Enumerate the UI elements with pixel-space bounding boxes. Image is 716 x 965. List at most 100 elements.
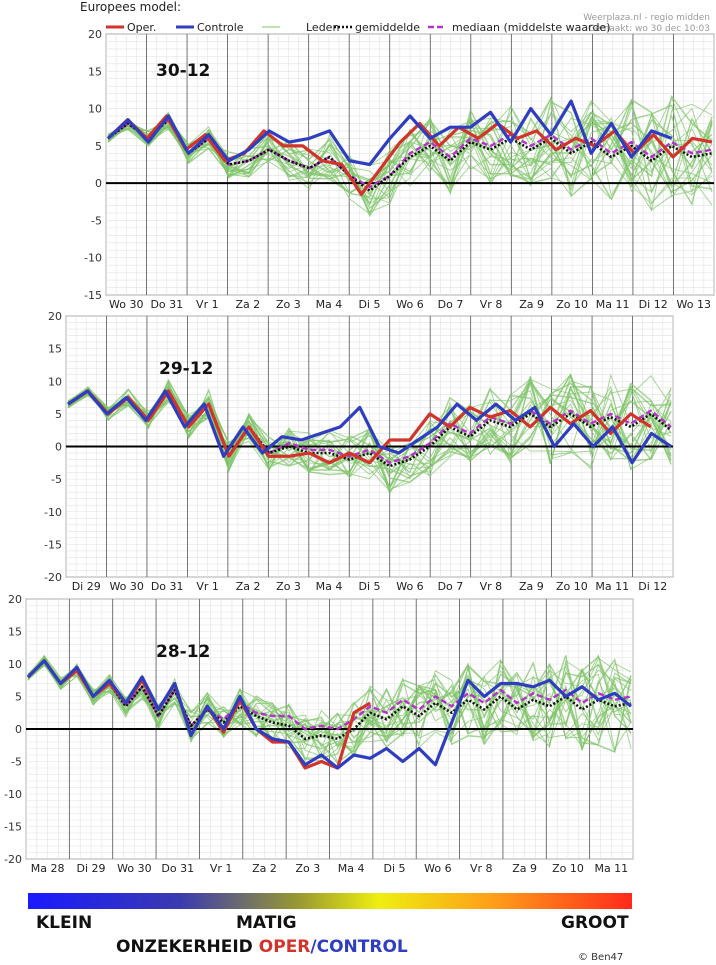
caption-oper: OPER: [259, 937, 311, 957]
y-tick-label: 5: [15, 691, 22, 704]
chart-panels: 20 15 10 5 0 -5 -10 -15 Wo 30 Do 31 Vr 1 Za 2 Zo 3 Ma…: [4, 28, 715, 875]
x-tick-label: Ma 4: [316, 298, 343, 311]
x-tick-label: Ma 4: [338, 862, 365, 875]
scale-label-groot: GROOT: [561, 913, 629, 933]
x-tick-label: Zo 3: [276, 298, 301, 311]
y-tick-label: -15: [44, 538, 62, 551]
x-tick-label: Zo 3: [276, 580, 301, 593]
x-tick-label: Do 7: [438, 580, 464, 593]
run-label: 28-12: [156, 642, 210, 662]
x-tick-label: Wo 30: [117, 862, 151, 875]
legend-label-mean: gemiddelde: [355, 21, 420, 34]
mean-line: [67, 389, 672, 468]
member-line: [27, 655, 632, 764]
member-line: [67, 378, 672, 496]
member-line: [27, 659, 632, 748]
x-tick-label: Zo 3: [295, 862, 320, 875]
x-tick-label: Di 5: [358, 298, 380, 311]
y-tick-label: 20: [8, 593, 22, 606]
x-tick-label: Di 5: [384, 862, 406, 875]
member-line: [107, 105, 713, 200]
x-tick-label: Vr 8: [470, 862, 493, 875]
member-line: [67, 381, 672, 472]
legend-label-median: mediaan (middelste waarde): [452, 21, 610, 34]
x-tick-label: Wo 30: [109, 298, 143, 311]
x-tick-label: Ma 11: [595, 580, 629, 593]
x-tick-label: Vr 1: [196, 580, 219, 593]
x-tick-label: Za 9: [512, 862, 537, 875]
x-tick-label: Do 31: [161, 862, 194, 875]
x-tick-label: Ma 11: [594, 862, 628, 875]
caption-control: CONTROL: [317, 937, 408, 957]
x-tick-label: Di 12: [638, 580, 667, 593]
x-tick-label: Do 31: [151, 580, 184, 593]
x-tick-label: Do 31: [150, 298, 183, 311]
y-tick-label: -15: [84, 289, 102, 302]
oper-line: [67, 389, 652, 465]
y-tick-label: 0: [55, 441, 62, 454]
uncertainty-caption: ONZEKERHEID OPER/CONTROL: [116, 937, 408, 957]
x-tick-label: Wo 6: [396, 298, 423, 311]
x-tick-label: Ma 11: [596, 298, 630, 311]
y-tick-label: -15: [4, 821, 22, 834]
x-tick-label: Vr 1: [196, 298, 219, 311]
uncertainty-scale-bar: [28, 893, 632, 909]
x-tick-label: Vr 1: [210, 862, 233, 875]
x-tick-label: Za 9: [519, 298, 544, 311]
x-tick-label: Wo 6: [396, 580, 423, 593]
x-tick-label: Za 9: [519, 580, 544, 593]
panel-2: 20 15 10 5 0 -5 -10 -15 -20 Di 29 Wo 30 Do 31 Vr 1 Za…: [44, 310, 674, 593]
x-tick-label: Di 29: [77, 862, 106, 875]
x-tick-label: Zo 10: [556, 298, 588, 311]
legend-label-control: Controle: [197, 21, 244, 34]
x-tick-label: Wo 13: [676, 298, 710, 311]
x-tick-label: Do 7: [438, 298, 464, 311]
y-tick-label: 20: [88, 28, 102, 41]
copyright: © Ben47: [578, 952, 623, 963]
y-tick-label: 10: [88, 103, 102, 116]
y-tick-label: 5: [55, 408, 62, 421]
member-line: [27, 664, 632, 750]
median-line: [107, 118, 713, 189]
x-tick-label: Vr 8: [480, 580, 503, 593]
y-tick-label: 20: [48, 310, 62, 323]
scale-label-klein: KLEIN: [36, 913, 92, 933]
x-tick-label: Ma 28: [31, 862, 65, 875]
scale-label-matig: MATIG: [236, 913, 297, 933]
x-tick-label: Wo 30: [109, 580, 143, 593]
mean-line: [27, 659, 632, 741]
y-tick-label: 15: [48, 343, 62, 356]
x-tick-label: Vr 8: [480, 298, 503, 311]
x-tick-label: Wo 6: [424, 862, 451, 875]
control-line: [67, 389, 672, 465]
x-tick-label: Di 29: [72, 580, 101, 593]
oper-line: [106, 114, 713, 196]
legend-label-oper: Oper.: [127, 21, 156, 34]
run-label: 29-12: [159, 359, 213, 379]
y-tick-label: 5: [95, 140, 102, 153]
legend-label-members: Leden: [306, 21, 339, 34]
x-tick-label: Zo 10: [556, 580, 588, 593]
y-tick-label: 10: [8, 658, 22, 671]
member-line: [67, 385, 672, 479]
y-tick-label: -5: [91, 214, 102, 227]
panel-1: 20 15 10 5 0 -5 -10 -15 Wo 30 Do 31 Vr 1 Za 2 Zo 3 Ma…: [84, 28, 715, 311]
credit-line-2: Gemaakt: wo 30 dec 10:03: [588, 24, 710, 34]
y-tick-label: -10: [4, 788, 22, 801]
member-line: [107, 96, 713, 207]
y-tick-label: 15: [8, 626, 22, 639]
x-tick-label: Ma 4: [316, 580, 343, 593]
header-title: Europees model:: [80, 0, 181, 14]
caption-prefix: ONZEKERHEID: [116, 937, 253, 957]
y-tick-label: -20: [44, 571, 62, 584]
x-tick-label: Za 2: [235, 298, 260, 311]
y-tick-label: -20: [4, 853, 22, 866]
y-tick-label: -5: [11, 756, 22, 769]
control-line: [26, 659, 632, 770]
y-tick-label: -10: [84, 252, 102, 265]
legend: Oper. Controle Leden gemiddelde mediaan …: [106, 21, 610, 34]
y-tick-label: -5: [51, 473, 62, 486]
x-tick-label: Di 5: [358, 580, 380, 593]
y-tick-label: 0: [95, 177, 102, 190]
